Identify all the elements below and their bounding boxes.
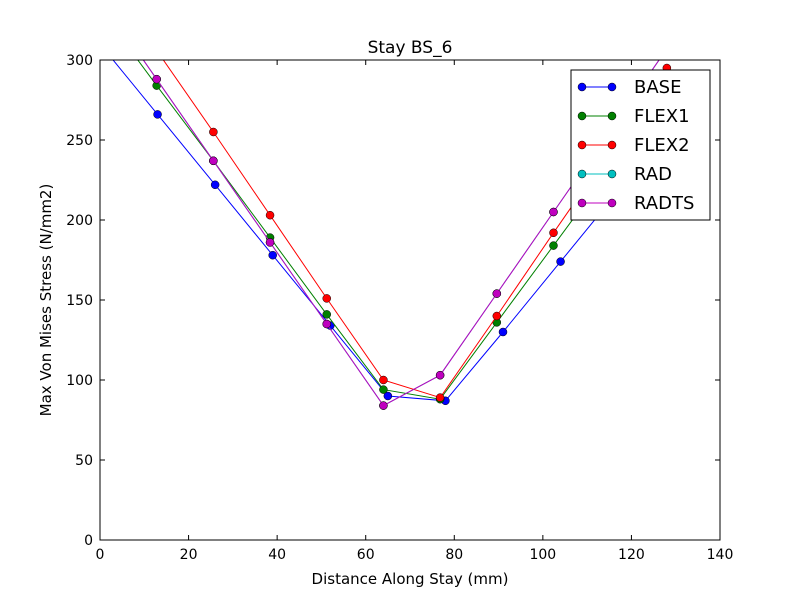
data-point	[209, 127, 218, 137]
legend-marker	[607, 111, 617, 121]
legend-label: RADTS	[634, 193, 694, 214]
data-point	[265, 210, 275, 220]
legend-marker	[577, 82, 587, 92]
y-axis-title: Max Von Mises Stress (N/mm2)	[37, 184, 55, 417]
legend-item-rad: RAD	[577, 164, 672, 185]
x-tick-label: 0	[96, 547, 105, 563]
legend-marker	[577, 198, 587, 208]
data-point	[379, 375, 388, 385]
legend: BASE FLEX1 FLEX2 RAD RADTS	[570, 69, 711, 221]
x-tick-label: 100	[529, 547, 556, 563]
data-point	[435, 393, 445, 402]
y-tick-label: 100	[66, 373, 93, 389]
chart-title: Stay BS_6	[368, 38, 453, 58]
legend-label: BASE	[634, 77, 681, 98]
data-point	[322, 294, 331, 303]
y-tick-label: 250	[66, 133, 93, 149]
data-point	[549, 207, 558, 217]
data-point	[549, 228, 558, 238]
series-base	[112, 60, 680, 406]
data-point	[152, 74, 161, 84]
legend-marker	[607, 82, 617, 92]
data-point	[265, 238, 275, 247]
data-point	[153, 110, 162, 119]
x-tick-label: 120	[618, 547, 645, 563]
y-tick-label: 150	[66, 293, 93, 309]
legend-marker	[577, 111, 587, 121]
y-tick-label: 50	[75, 453, 93, 469]
legend-label: FLEX2	[634, 135, 690, 156]
data-point	[379, 385, 388, 394]
x-tick-label: 140	[707, 547, 734, 563]
x-axis-title: Distance Along Stay (mm)	[312, 570, 509, 588]
data-point	[383, 391, 393, 401]
data-point	[210, 180, 220, 190]
data-point	[498, 327, 508, 337]
y-tick-label: 200	[66, 213, 93, 229]
data-point	[379, 401, 388, 410]
legend-marker	[577, 169, 587, 179]
y-tick-label: 0	[84, 533, 93, 549]
x-tick-label: 60	[357, 547, 375, 563]
legend-item-flex1: FLEX1	[577, 106, 690, 127]
data-point	[492, 311, 502, 321]
data-point	[322, 319, 331, 329]
data-point	[268, 250, 277, 260]
legend-label: FLEX1	[634, 106, 690, 127]
legend-item-radts: RADTS	[577, 193, 694, 214]
legend-marker	[607, 140, 617, 150]
y-tick-label: 300	[66, 53, 93, 69]
x-tick-label: 20	[180, 547, 198, 563]
legend-marker	[577, 140, 587, 150]
legend-label: RAD	[634, 164, 672, 185]
data-point	[549, 241, 558, 250]
x-tick-label: 80	[445, 547, 463, 563]
data-point	[435, 370, 445, 380]
data-point	[322, 310, 331, 319]
data-point	[556, 257, 565, 266]
tick-layer: 0 20 40 60 80 100 120 140 0 50 100 150 200 250 300	[66, 53, 733, 563]
legend-marker	[607, 198, 617, 208]
legend-item-base: BASE	[577, 77, 681, 98]
data-point	[492, 289, 502, 298]
x-tick-label: 40	[268, 547, 286, 563]
legend-item-flex2: FLEX2	[577, 135, 690, 156]
legend-marker	[607, 169, 617, 179]
data-point	[209, 156, 218, 166]
